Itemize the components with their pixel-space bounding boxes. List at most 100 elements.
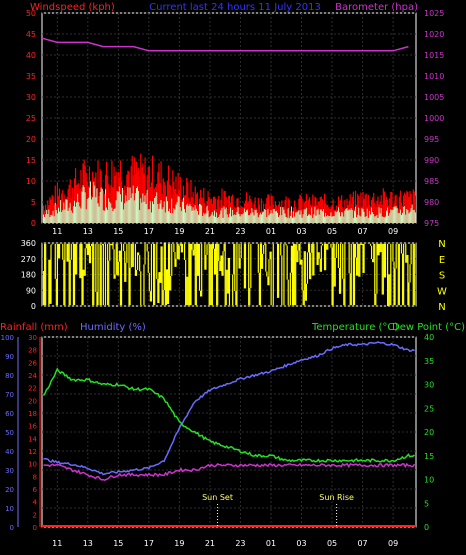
rain-tick-label: 22 — [28, 385, 37, 393]
windspeed-tick-label: 10 — [26, 177, 36, 186]
humidity-tick-label: 100 — [1, 334, 14, 342]
humidity-tick-label: 80 — [5, 372, 14, 380]
direction-tick-label: 180 — [21, 271, 36, 280]
humidity-tick-label: 10 — [5, 505, 14, 513]
humidity-tick-label: 90 — [5, 353, 14, 361]
time-tick-label: 23 — [235, 227, 245, 236]
time-tick-label: 15 — [113, 539, 123, 548]
humidity-axis-label: Humidity (%) — [80, 322, 146, 333]
time-tick-label: 15 — [113, 227, 123, 236]
barometer-tick-label: 1025 — [424, 9, 444, 18]
time-tick-label: 01 — [266, 227, 276, 236]
time-tick-label: 09 — [388, 539, 398, 548]
humidity-temp-marks: Sun Set Sun Rise — [42, 341, 416, 527]
temperature-tick-label: 40 — [424, 333, 434, 342]
time-tick-label: 13 — [83, 227, 93, 236]
compass-label: N — [438, 239, 445, 250]
time-tick-label: 03 — [296, 227, 306, 236]
temperature-tick-label: 30 — [424, 381, 434, 390]
windspeed-tick-label: 35 — [26, 72, 36, 81]
time-tick-label: 13 — [83, 539, 93, 548]
humidity-tick-label: 60 — [5, 410, 14, 418]
chart-title: Current last 24 hours 11 July 2013 — [149, 2, 321, 13]
barometer-line — [41, 37, 409, 52]
direction-marks — [42, 243, 415, 306]
windspeed-tick-label: 40 — [26, 51, 36, 60]
time-tick-label: 19 — [174, 227, 184, 236]
barometer-tick-label: 1020 — [424, 30, 444, 39]
temperature-tick-label: 25 — [424, 404, 434, 413]
temperature-tick-label: 5 — [424, 499, 429, 508]
temperature-tick-label: 0 — [424, 523, 429, 532]
dewpoint-line — [43, 462, 416, 482]
windspeed-tick-label: 0 — [31, 219, 36, 228]
time-tick-label: 07 — [357, 539, 367, 548]
humidity-tick-label: 30 — [5, 467, 14, 475]
direction-tick-label: 90 — [26, 286, 36, 295]
time-tick-label: 07 — [357, 227, 367, 236]
temperature-tick-label: 10 — [424, 476, 434, 485]
time-tick-label: 03 — [296, 539, 306, 548]
sun-event-label: Sun Rise — [319, 493, 354, 502]
time-tick-label: 05 — [327, 227, 337, 236]
time-tick-label: 19 — [174, 539, 184, 548]
compass-label: W — [437, 286, 447, 297]
rain-tick-label: 24 — [28, 372, 37, 380]
rain-tick-label: 26 — [28, 359, 37, 367]
humidity-line — [43, 341, 415, 476]
barometer-tick-label: 985 — [424, 177, 439, 186]
rain-tick-label: 16 — [28, 423, 37, 431]
compass-label: S — [439, 271, 445, 282]
rain-tick-label: 14 — [28, 435, 37, 443]
rain-tick-label: 10 — [28, 461, 37, 469]
barometer-tick-label: 1010 — [424, 72, 444, 81]
windspeed-tick-label: 30 — [26, 93, 36, 102]
windspeed-tick-label: 15 — [26, 156, 36, 165]
time-tick-label: 11 — [52, 539, 62, 548]
direction-tick-label: 360 — [21, 239, 36, 248]
rain-tick-label: 12 — [28, 448, 37, 456]
axis-tick-labels: 1111131315151717191921212323010103030505… — [1, 9, 447, 548]
humidity-tick-label: 0 — [10, 524, 14, 532]
rain-tick-label: 6 — [33, 486, 38, 494]
temperature-tick-label: 20 — [424, 428, 434, 437]
windspeed-tick-label: 20 — [26, 135, 36, 144]
time-tick-label: 17 — [144, 539, 154, 548]
rain-tick-label: 20 — [28, 397, 37, 405]
barometer-axis-label: Barometer (hpa) — [335, 2, 418, 13]
temperature-tick-label: 15 — [424, 452, 434, 461]
barometer-tick-label: 980 — [424, 198, 439, 207]
time-tick-label: 17 — [144, 227, 154, 236]
humidity-tick-label: 70 — [5, 391, 14, 399]
humidity-tick-label: 20 — [5, 486, 14, 494]
direction-tick-label: 270 — [21, 255, 36, 264]
time-tick-label: 11 — [52, 227, 62, 236]
rain-tick-label: 0 — [33, 524, 37, 532]
temperature-axis-label: Temperature (°C) — [311, 322, 398, 333]
windspeed-tick-label: 25 — [26, 114, 36, 123]
barometer-tick-label: 1000 — [424, 114, 444, 123]
sun-event-label: Sun Set — [202, 493, 233, 502]
rain-tick-label: 18 — [28, 410, 37, 418]
windspeed-tick-label: 5 — [31, 198, 36, 207]
humidity-tick-label: 40 — [5, 448, 14, 456]
dewpoint-axis-label: Dew Point (°C) — [392, 322, 465, 333]
humidity-tick-label: 50 — [5, 429, 14, 437]
time-tick-label: 01 — [266, 539, 276, 548]
compass-label: E — [439, 255, 445, 266]
barometer-tick-label: 1005 — [424, 93, 444, 102]
rain-tick-label: 30 — [28, 334, 37, 342]
barometer-tick-label: 995 — [424, 135, 439, 144]
wind-marks — [41, 37, 416, 223]
temperature-line — [42, 367, 415, 463]
compass-label: N — [438, 302, 445, 313]
windspeed-tick-label: 45 — [26, 30, 36, 39]
rainfall-axis-label: Rainfall (mm) — [0, 322, 68, 333]
rain-tick-label: 28 — [28, 347, 37, 355]
time-tick-label: 23 — [235, 539, 245, 548]
rain-tick-label: 8 — [33, 473, 37, 481]
temperature-tick-label: 35 — [424, 357, 434, 366]
direction-tick-label: 0 — [31, 302, 36, 311]
